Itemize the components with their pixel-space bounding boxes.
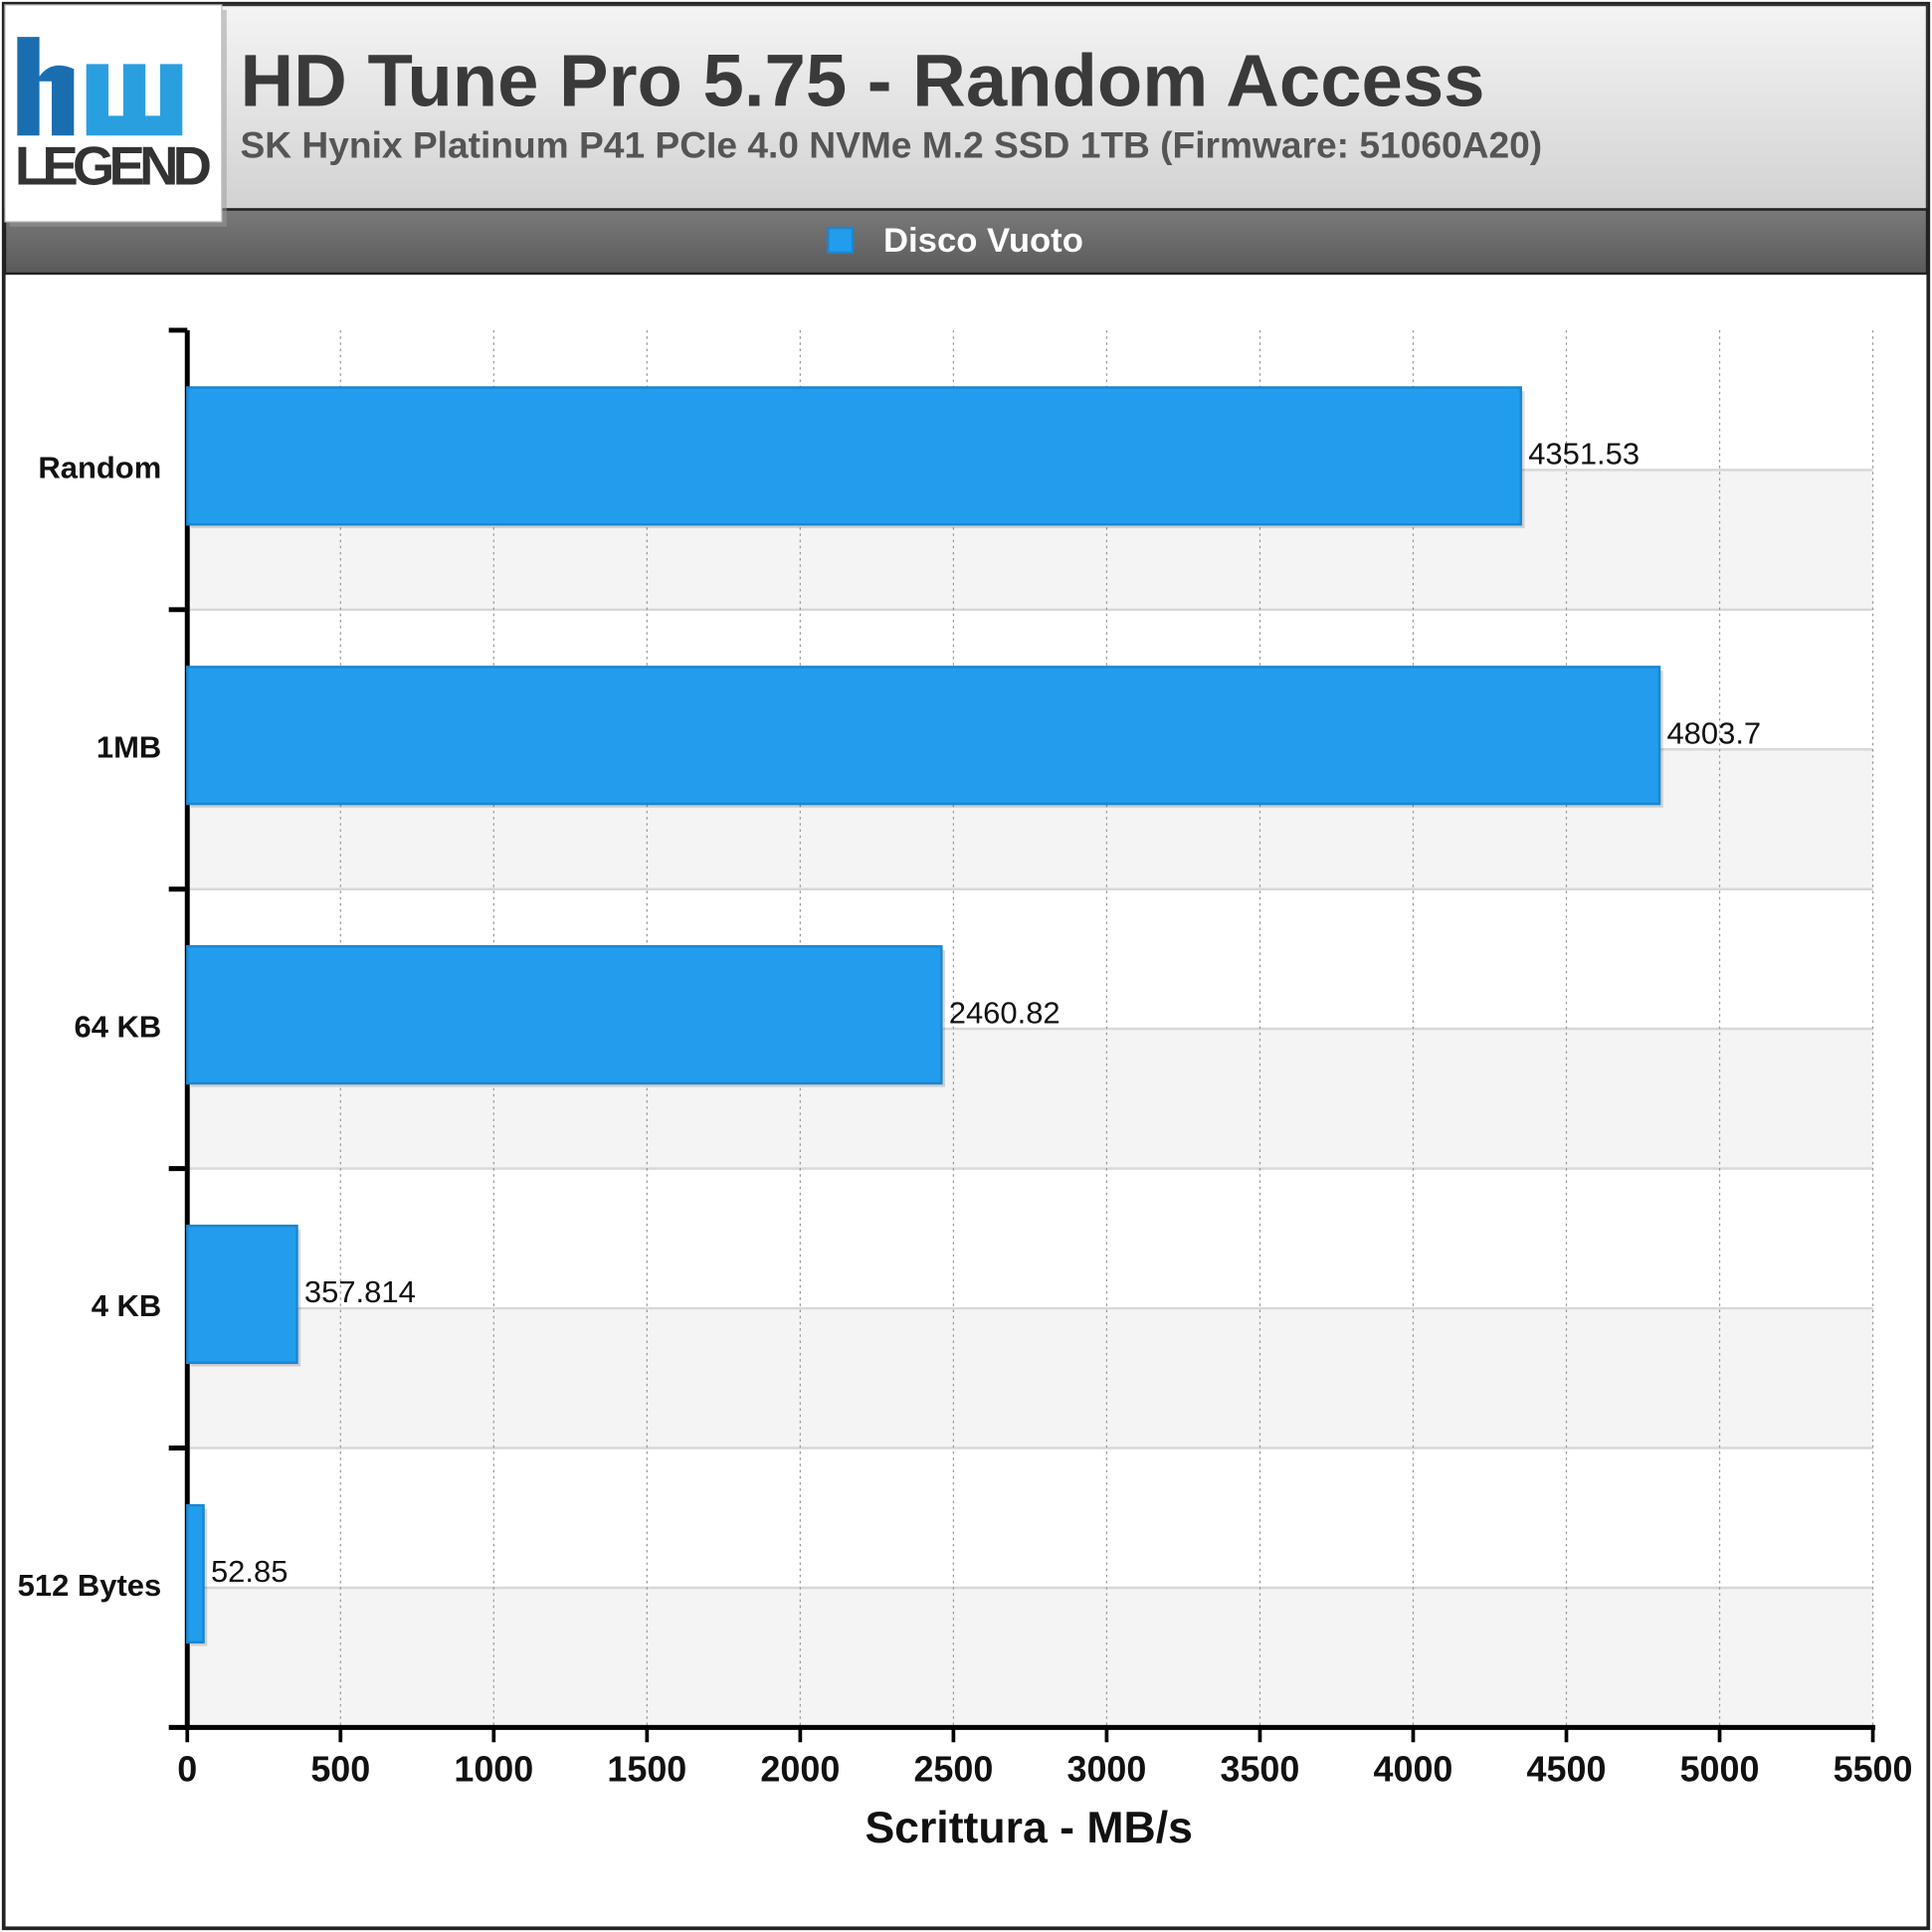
legend-swatch — [827, 226, 855, 255]
x-tick-label: 3500 — [1220, 1748, 1299, 1789]
data-label: 357.814 — [304, 1274, 416, 1309]
x-tick-label: 1500 — [607, 1748, 686, 1789]
y-tick-label: Random — [38, 451, 161, 485]
x-tick-label: 3000 — [1066, 1748, 1146, 1789]
header — [3, 3, 1929, 211]
logo-text: LEGEND — [15, 135, 212, 196]
bar — [186, 1224, 298, 1365]
y-tick-label: 64 KB — [74, 1009, 161, 1044]
logo: LEGEND — [4, 4, 227, 227]
bar — [186, 386, 1522, 526]
y-tick-label: 1MB — [97, 729, 161, 764]
band-shade — [187, 1587, 1873, 1728]
legend-label: Disco Vuoto — [883, 222, 1083, 260]
x-tick-label: 4500 — [1527, 1748, 1607, 1789]
x-tick-label: 0 — [177, 1748, 197, 1789]
x-tick-label: 500 — [310, 1748, 370, 1789]
data-label: 2460.82 — [949, 995, 1061, 1030]
x-tick-label: 4000 — [1374, 1748, 1453, 1789]
x-tick-label: 2500 — [913, 1748, 993, 1789]
data-label: 4803.7 — [1666, 715, 1761, 750]
x-tick-label: 5000 — [1680, 1748, 1760, 1789]
bar — [186, 945, 943, 1085]
x-axis-label: Scrittura - MB/s — [865, 1804, 1192, 1852]
chart-subtitle: SK Hynix Platinum P41 PCIe 4.0 NVMe M.2 … — [241, 123, 1543, 165]
legend-bar — [3, 208, 1929, 276]
y-tick-label: 4 KB — [92, 1288, 162, 1323]
x-tick-label: 5500 — [1834, 1748, 1913, 1789]
bar — [186, 666, 1661, 806]
data-label: 52.85 — [211, 1554, 288, 1589]
y-tick-label: 512 Bytes — [18, 1568, 162, 1603]
band-shade — [187, 1308, 1873, 1449]
chart-title: HD Tune Pro 5.75 - Random Access — [241, 39, 1485, 121]
x-tick-label: 1000 — [454, 1748, 533, 1789]
x-tick-label: 2000 — [760, 1748, 840, 1789]
data-label: 4351.53 — [1528, 436, 1640, 471]
bar — [186, 1503, 205, 1643]
